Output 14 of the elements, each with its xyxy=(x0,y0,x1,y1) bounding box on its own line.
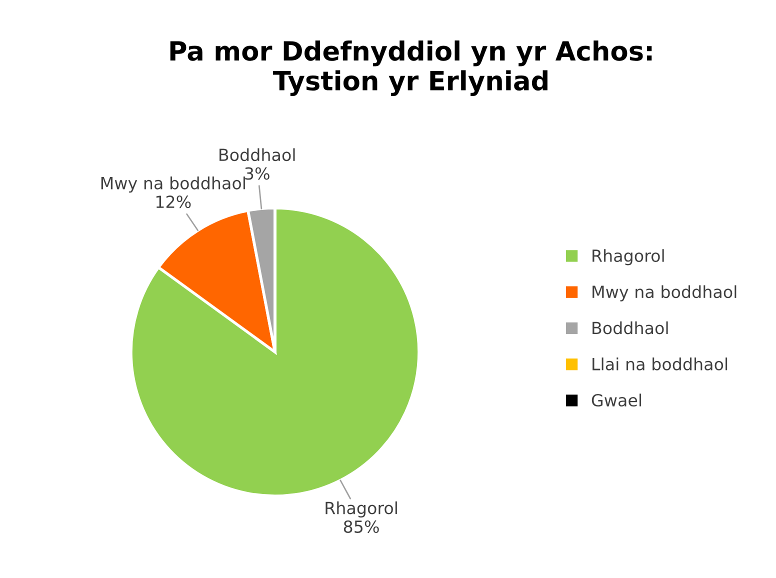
data-label: 85% xyxy=(344,520,379,533)
pie-slice xyxy=(130,206,420,498)
pie-slice xyxy=(157,209,276,354)
legend-label: Mwy na boddhaol xyxy=(592,285,736,302)
data-label: 3% xyxy=(245,167,270,180)
slice-label: Rhagorol xyxy=(326,501,397,518)
slice-label: Boddhaol xyxy=(220,148,295,162)
legend-label: Boddhaol xyxy=(592,321,668,334)
legend-label: Llai na boddhaol xyxy=(592,358,728,370)
legend-label: Gwael xyxy=(592,394,642,407)
data-label: 12% xyxy=(156,196,191,208)
legend-label: Rhagorol xyxy=(592,249,664,266)
chart-title: Pa mor Ddefnyddiol yn yr Achos: Tystion yr Erlyniad xyxy=(170,40,652,96)
slice-label: Mwy na boddhaol xyxy=(101,176,245,193)
